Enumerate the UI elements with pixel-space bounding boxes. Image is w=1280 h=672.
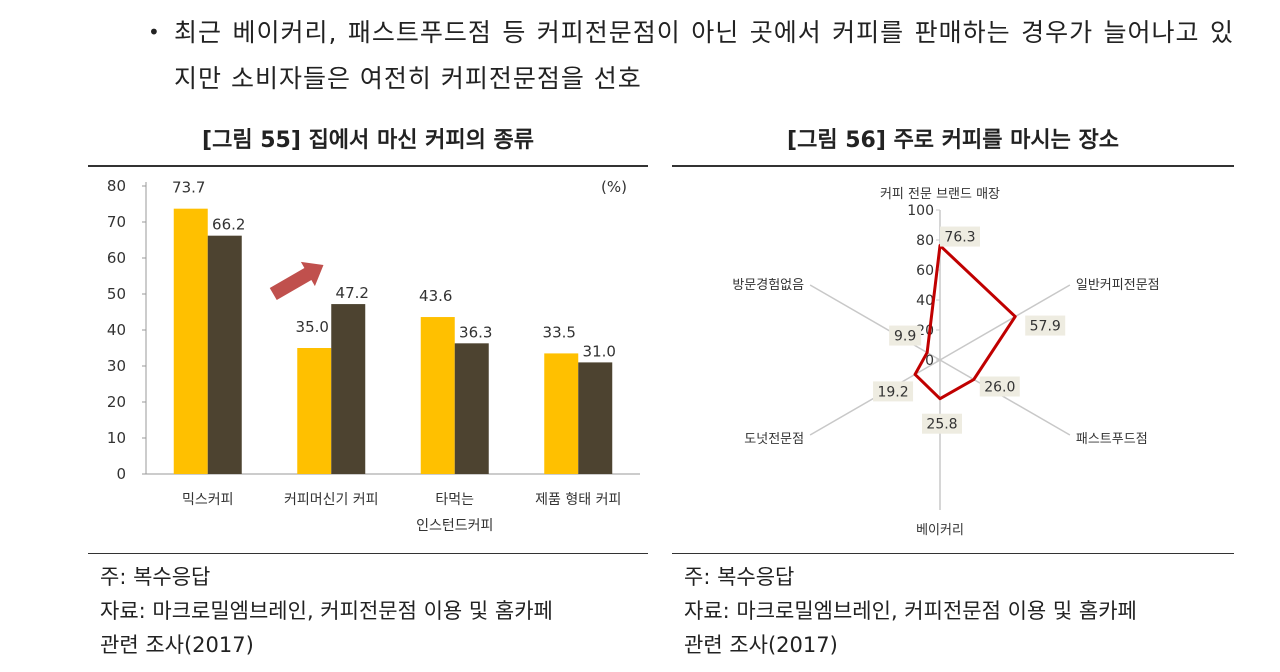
data-label: 43.6 — [419, 287, 452, 305]
data-label: 47.2 — [336, 284, 369, 302]
radar-axis-label: 일반커피전문점 — [1076, 278, 1160, 293]
radar-data-label: 25.8 — [926, 417, 957, 433]
figure-55-source-2: 관련 조사(2017) — [100, 633, 254, 657]
radar-data-label: 19.2 — [877, 384, 908, 400]
y-tick-label: 0 — [116, 465, 126, 483]
figure-55-title: [그림 55] 집에서 마신 커피의 종류 — [202, 128, 534, 153]
radar-axis-label: 패스트푸드점 — [1076, 432, 1148, 447]
bar-chart: 0 10 20 30 40 50 60 70 80 (%) 73.7 66.2 믹스커피 35.0 47.2… — [107, 177, 640, 534]
up-arrow-icon — [269, 261, 324, 301]
data-label: 31.0 — [583, 342, 616, 360]
radar-axis-label: 방문경험없음 — [732, 278, 804, 293]
category-label: 제품 형태 커피 — [535, 492, 621, 508]
radar-tick-label: 100 — [907, 203, 934, 219]
y-tick-label: 60 — [107, 249, 126, 267]
figure-56-source: 자료: 마크로밀엠브레인, 커피전문점 이용 및 홈카페 — [684, 599, 1137, 623]
unit-label: (%) — [601, 178, 627, 196]
y-tick-label: 70 — [107, 213, 126, 231]
figure-56-source-2: 관련 조사(2017) — [684, 633, 838, 657]
y-tick-label: 30 — [107, 357, 126, 375]
bar-series1 — [297, 348, 332, 474]
data-label: 73.7 — [172, 179, 205, 197]
radar-axis — [939, 284, 1071, 361]
figure-55-bottom-rule — [88, 553, 648, 554]
radar-label-bg — [979, 376, 1020, 397]
radar-label-bg — [940, 226, 980, 247]
figure-56-note: 주: 복수응답 — [684, 565, 795, 589]
radar-label-bg — [873, 381, 914, 402]
radar-tick-label: 0 — [925, 353, 934, 369]
radar-axis-label: 도넛전문점 — [744, 432, 804, 447]
radar-label-bg — [1025, 315, 1066, 336]
bar-series2 — [578, 362, 613, 474]
y-tick-label: 50 — [107, 285, 126, 303]
radar-data-label: 26.0 — [984, 380, 1015, 396]
radar-axis — [809, 284, 941, 361]
radar-data-label: 9.9 — [894, 329, 916, 345]
radar-tick-label: 60 — [916, 263, 934, 279]
figure-55-top-rule — [88, 165, 648, 167]
bullet-dot: • — [148, 20, 160, 44]
data-label: 33.5 — [543, 323, 576, 341]
category-label: 믹스커피 — [182, 492, 234, 508]
radar-data-label: 76.3 — [944, 230, 975, 246]
radar-series-line — [913, 244, 1017, 401]
data-label: 35.0 — [296, 318, 329, 336]
y-tick-label: 20 — [107, 393, 126, 411]
radar-axis-label: 베이커리 — [916, 523, 964, 538]
radar-tick-label: 80 — [916, 233, 934, 249]
bar-series1 — [173, 208, 208, 474]
bar-series2 — [207, 235, 242, 474]
radar-axis-label: 커피 전문 브랜드 매장 — [880, 187, 1000, 202]
figure-56-bottom-rule — [672, 553, 1234, 554]
bullet-text: 최근 베이커리, 패스트푸드점 등 커피전문점이 아닌 곳에서 커피를 판매하는… — [174, 18, 1234, 93]
radar-label-bg — [889, 325, 922, 346]
radar-tick-label: 40 — [916, 293, 934, 309]
bar-series1 — [420, 317, 455, 474]
figure-55-source: 자료: 마크로밀엠브레인, 커피전문점 이용 및 홈카페 — [100, 599, 553, 623]
radar-axis — [939, 359, 1071, 436]
figure-56-title: [그림 56] 주로 커피를 마시는 장소 — [787, 128, 1119, 153]
figure-55-note: 주: 복수응답 — [100, 565, 211, 589]
category-label: 타먹는 — [435, 492, 474, 508]
y-tick-label: 10 — [107, 429, 126, 447]
category-label: 커피머신기 커피 — [284, 492, 379, 508]
bar-series2 — [331, 304, 366, 474]
y-tick-label: 80 — [107, 177, 126, 195]
bar-series1 — [544, 353, 579, 474]
bar-series2 — [454, 343, 489, 474]
data-label: 66.2 — [212, 216, 245, 234]
y-tick-label: 40 — [107, 321, 126, 339]
figure-56-top-rule — [672, 165, 1234, 167]
category-label: 인스턴드커피 — [416, 518, 493, 534]
radar-label-bg — [922, 413, 962, 434]
radar-data-label: 57.9 — [1030, 319, 1061, 335]
up-arrow-shape — [269, 261, 324, 301]
data-label: 36.3 — [459, 323, 492, 341]
